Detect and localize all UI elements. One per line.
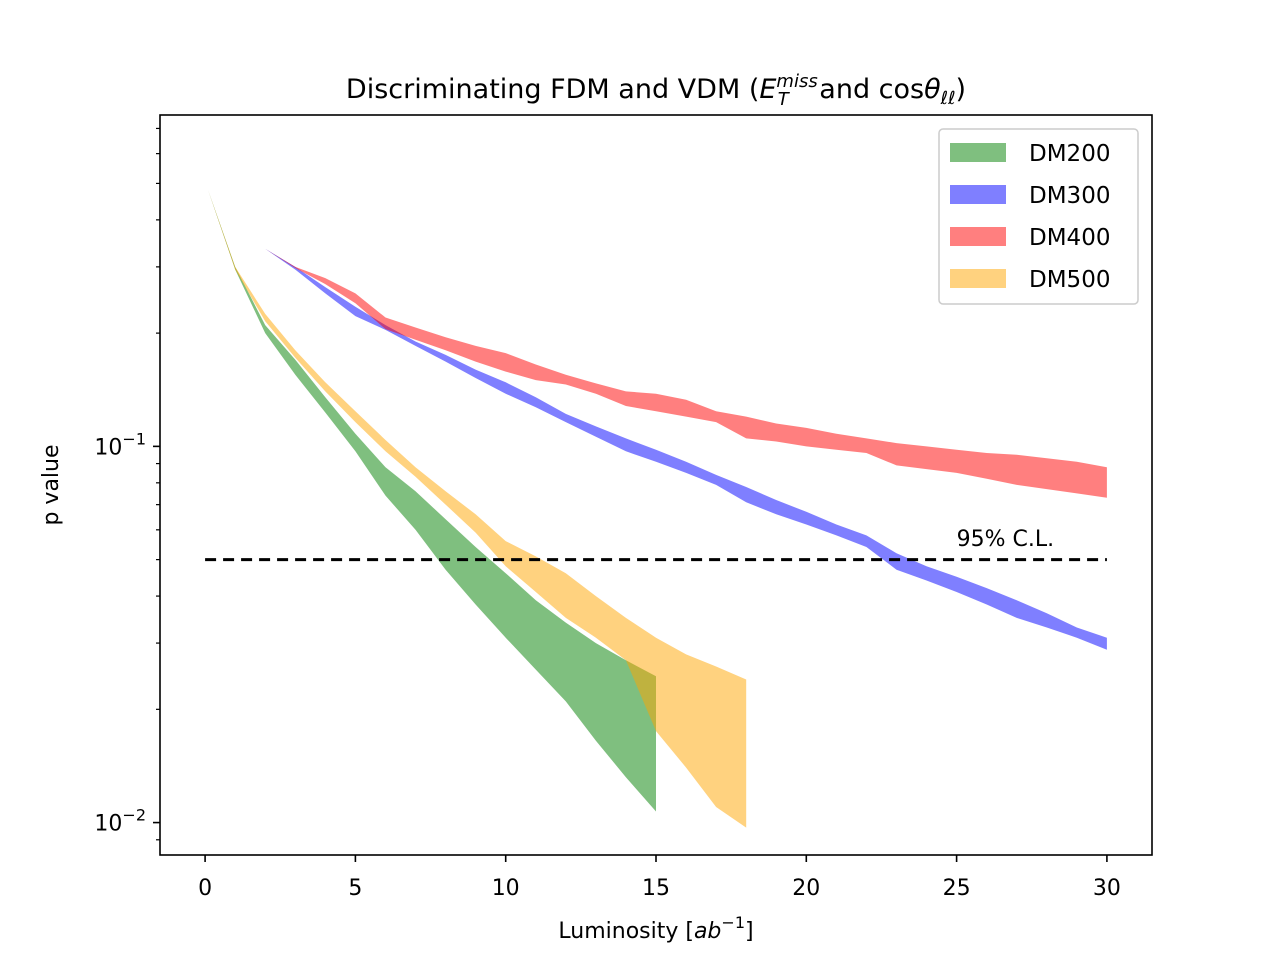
legend-swatch-dm300 [950, 185, 1006, 204]
band-dm500 [208, 190, 747, 828]
y-axis-ticks: 10−1 10−2 [94, 127, 160, 841]
x-tick-label: 20 [792, 876, 820, 901]
x-axis-ticks: 0 5 10 15 20 25 30 [198, 855, 1121, 901]
y-tick-label: 10−2 [94, 806, 146, 837]
confidence-level-label: 95% C.L. [957, 527, 1055, 552]
legend-swatch-dm400 [950, 227, 1006, 246]
legend-label-dm200: DM200 [1029, 141, 1110, 167]
legend-label-dm500: DM500 [1029, 267, 1110, 293]
legend: DM200 DM300 DM400 DM500 [938, 128, 1139, 305]
x-tick-label: 30 [1093, 876, 1121, 901]
legend-label-dm400: DM400 [1029, 225, 1110, 251]
x-tick-label: 25 [943, 876, 971, 901]
y-tick-label: 10−1 [94, 429, 146, 460]
x-tick-label: 15 [642, 876, 670, 901]
y-axis-label: p value [39, 444, 64, 525]
chart-title: Discriminating FDM and VDM (Emiss T and c… [346, 71, 966, 110]
legend-swatch-dm500 [950, 269, 1006, 288]
band-dm200 [208, 190, 656, 812]
legend-label-dm300: DM300 [1029, 183, 1110, 209]
x-tick-label: 0 [198, 876, 212, 901]
x-axis-label: Luminosity [ab−1] [558, 913, 753, 944]
legend-swatch-dm200 [950, 143, 1006, 162]
x-tick-label: 5 [348, 876, 362, 901]
band-dm400 [208, 190, 1107, 498]
series-layer [208, 190, 1107, 828]
x-tick-label: 10 [492, 876, 520, 901]
band-dm300 [208, 190, 1107, 650]
legend-box [938, 128, 1139, 305]
